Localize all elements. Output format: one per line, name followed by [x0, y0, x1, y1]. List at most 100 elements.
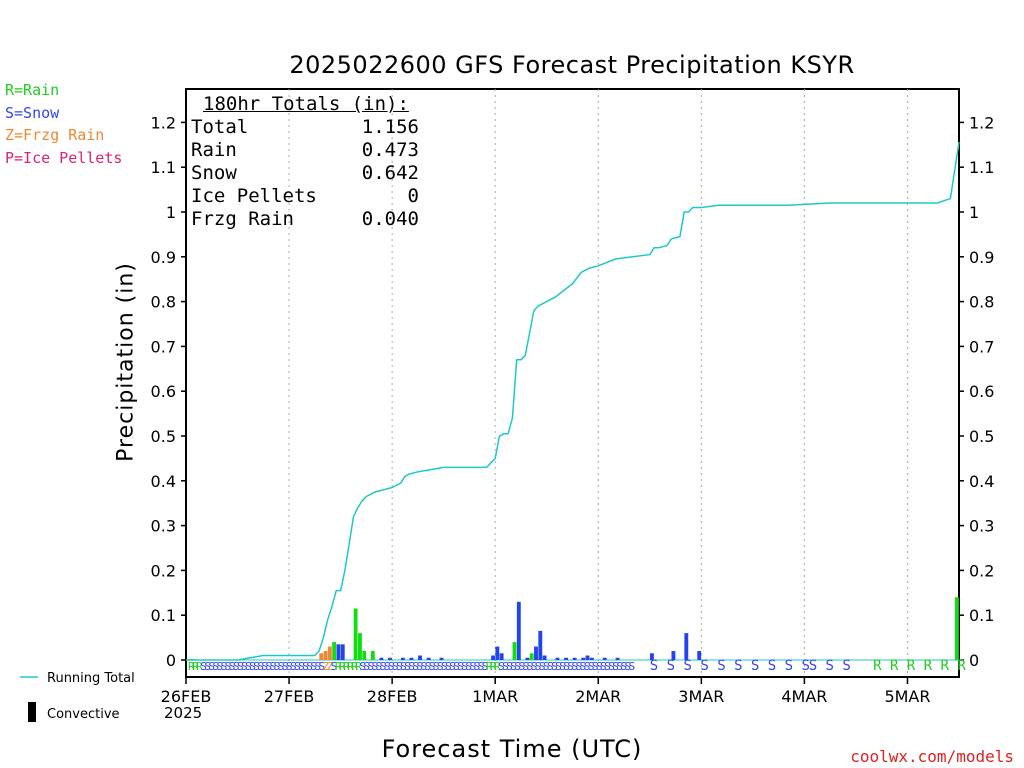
precip-type-letter: S — [421, 660, 428, 673]
y-tick-label-right: 0.2 — [969, 561, 994, 580]
precip-type-letter: R — [343, 660, 350, 673]
precip-type-letter: S — [502, 660, 509, 673]
precip-type-letter: R — [490, 660, 497, 673]
year-label: 2025 — [164, 704, 203, 722]
x-tick-label: 3MAR — [678, 687, 724, 706]
y-tick-label-right: 0.6 — [969, 382, 994, 401]
precip-type-letter: S — [217, 660, 224, 673]
precip-type-letter: Z — [327, 660, 334, 673]
totals-heading: 180hr Totals (in): — [203, 93, 409, 115]
precip-bar — [585, 655, 590, 660]
precip-type-letter: R — [335, 660, 342, 673]
precip-bar — [542, 655, 547, 660]
precip-type-letter: S — [249, 660, 256, 673]
totals-label: Ice Pellets — [191, 185, 317, 207]
precip-type-letter: S — [392, 660, 399, 673]
precip-bar — [516, 601, 521, 660]
precip-bar — [426, 657, 431, 660]
precip-type-letter: R — [347, 660, 354, 673]
precip-type-letter: S — [576, 660, 583, 673]
precip-type-letter: S — [547, 660, 554, 673]
precip-type-group: S S S — [809, 658, 851, 674]
totals-row-snow: Snow 0.642 — [191, 162, 419, 185]
y-tick-label-left: 1.1 — [151, 158, 176, 177]
precip-bar — [323, 651, 328, 660]
y-tick-label-right: 1.1 — [969, 158, 994, 177]
precip-type-letter: S — [380, 660, 387, 673]
y-tick-label-right: 1 — [969, 203, 979, 222]
precip-type-letter: R — [351, 660, 358, 673]
precip-type-letter: R — [494, 660, 501, 673]
precip-type-letter: S — [257, 660, 264, 673]
precip-type-letter: S — [539, 660, 546, 673]
y-tick-label-left: 1.2 — [151, 113, 176, 132]
precip-bar — [353, 608, 358, 660]
y-tick-label-right: 0.8 — [969, 293, 994, 312]
precip-type-letter: R — [355, 660, 362, 673]
precip-bar — [572, 657, 577, 660]
precip-type-letter: S — [363, 660, 370, 673]
precip-bar — [671, 651, 676, 660]
x-axis-label: Forecast Time (UTC) — [381, 735, 643, 763]
precip-type-letter: S — [302, 660, 309, 673]
precip-type-letter: S — [286, 660, 293, 673]
totals-row-ice-pellets: Ice Pellets 0 — [191, 185, 419, 208]
precip-bar — [512, 642, 517, 660]
precip-bar — [555, 657, 560, 660]
precip-bar — [529, 653, 534, 660]
convective-legend-label: Convective — [47, 707, 120, 722]
precip-bar — [388, 657, 392, 660]
y-tick-label-right: 1.2 — [969, 113, 994, 132]
x-tick-label: 27FEB — [264, 687, 315, 706]
precip-type-letter: S — [620, 660, 627, 673]
precip-type-letter: S — [416, 660, 423, 673]
precip-bar — [491, 655, 495, 660]
precip-type-letter: Z — [323, 660, 330, 673]
precip-type-letter: S — [270, 660, 277, 673]
precip-type-letter: S — [282, 660, 289, 673]
precip-type-letter: S — [368, 660, 375, 673]
y-tick-label-right: 0.1 — [969, 606, 994, 625]
precip-bar — [319, 653, 324, 660]
totals-box: 180hr Totals (in): Total 1.156 Rain 0.473 … — [191, 93, 419, 231]
precip-type-letter: S — [461, 660, 468, 673]
precip-type-letter: S — [592, 660, 599, 673]
y-tick-label-right: 0.9 — [969, 248, 994, 267]
y-tick-label-left: 0.2 — [151, 561, 176, 580]
precip-type-letter: S — [408, 660, 415, 673]
precip-type-letter: S — [535, 660, 542, 673]
precip-bar — [650, 653, 654, 660]
precip-type-letter: S — [563, 660, 570, 673]
precip-bar — [370, 651, 375, 660]
precip-bar — [495, 646, 500, 660]
precip-bar — [602, 657, 607, 660]
precip-type-letter: S — [449, 660, 456, 673]
precip-type-letter: S — [559, 660, 566, 673]
precip-type-letter: S — [400, 660, 407, 673]
y-tick-label-right: 0.5 — [969, 427, 994, 446]
totals-row-frzg-rain: Frzg Rain 0.040 — [191, 208, 419, 231]
precip-type-letter: S — [204, 660, 211, 673]
precip-type-letter: S — [225, 660, 232, 673]
precip-type-letter: S — [294, 660, 301, 673]
precip-bar — [564, 657, 568, 660]
precip-type-letter: S — [514, 660, 521, 673]
precip-type-letter: S — [384, 660, 391, 673]
y-tick-label-left: 1 — [166, 203, 176, 222]
precip-type-letter: S — [474, 660, 481, 673]
precip-type-letter: S — [580, 660, 587, 673]
precip-type-letter: S — [612, 660, 619, 673]
precip-type-letter: S — [331, 660, 338, 673]
precip-bar — [400, 657, 405, 660]
precip-type-letter: S — [425, 660, 432, 673]
precip-type-letter: R — [196, 660, 203, 673]
precip-type-letter: S — [298, 660, 305, 673]
precip-type-letter: S — [212, 660, 219, 673]
totals-value: 0 — [407, 185, 419, 207]
precip-type-letter: S — [567, 660, 574, 673]
precip-type-letter: S — [396, 660, 403, 673]
precip-type-letter: S — [608, 660, 615, 673]
precip-type-letter: S — [470, 660, 477, 673]
precip-type-letter: S — [245, 660, 252, 673]
